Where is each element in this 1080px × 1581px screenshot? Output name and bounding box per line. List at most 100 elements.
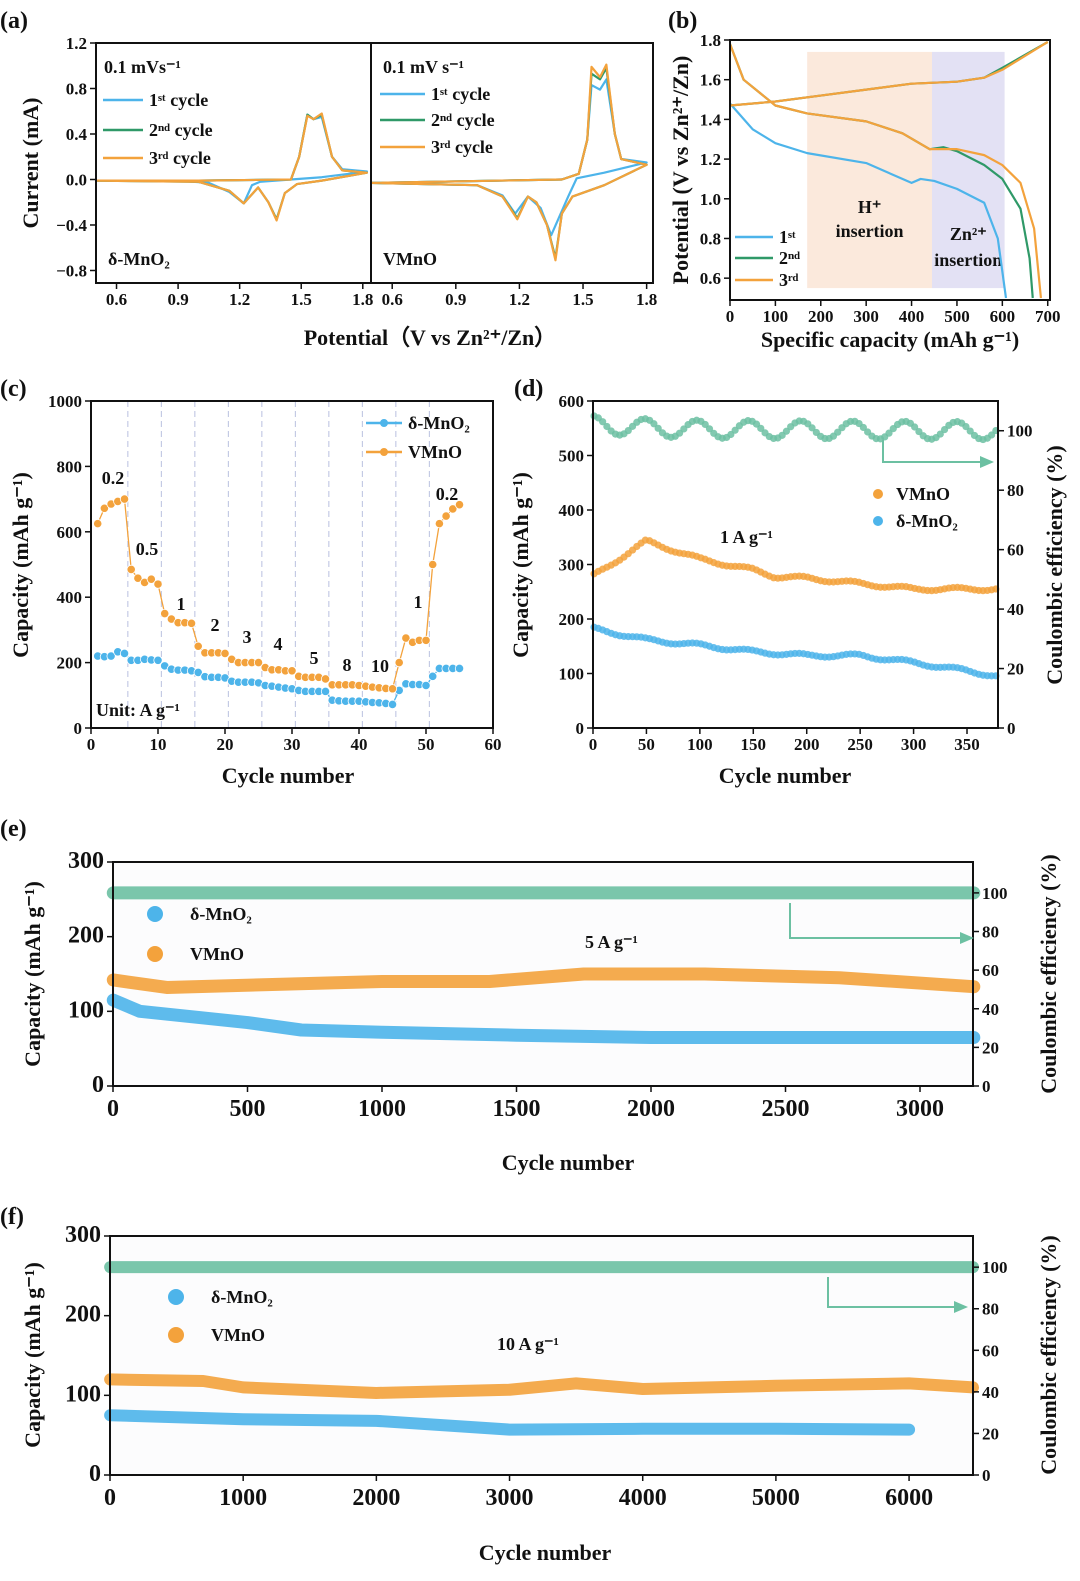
x-tick-label: 200 xyxy=(794,735,820,754)
data-point xyxy=(428,559,438,570)
x-tick-label: 50 xyxy=(418,735,435,754)
chart-panel-5: 0 500 1000 1500 2000 2500 30000100200300020406… xyxy=(0,816,1061,1175)
x-axis-label: Potential（V vs Zn²⁺/Zn） xyxy=(304,325,557,350)
rate-label: 2 xyxy=(211,615,220,635)
annotation: 5 A g⁻¹ xyxy=(585,932,638,952)
y-axis-label: Capacity (mAh g⁻¹) xyxy=(20,1262,45,1448)
data-point xyxy=(106,651,116,661)
chart-panel-0: 0.6 0.9 1.2 1.5 1.8 −0.8 −0.4 0.0 0.4 0.8 1.2 (a) Po… xyxy=(0,8,556,350)
data-point xyxy=(731,426,739,434)
y-tick-label: 0 xyxy=(89,1461,101,1487)
panel-label: (a) xyxy=(0,8,28,34)
legend-label: 3ʳᵈ cycle xyxy=(149,148,211,168)
legend-label: VMnO xyxy=(408,442,462,462)
y-tick-label: 0.0 xyxy=(66,170,87,189)
rate-label: 3 xyxy=(243,627,252,647)
y-tick-label: 1000 xyxy=(48,392,82,411)
legend-label: 3ʳᵈ cycle xyxy=(431,137,493,157)
x-tick-label: 200 xyxy=(808,307,834,326)
panel-label: (e) xyxy=(0,816,27,842)
y-axis-label: Capacity (mAh g⁻¹) xyxy=(20,881,45,1067)
arrow-head-icon xyxy=(960,932,974,944)
x-axis-label: Cycle number xyxy=(222,763,355,788)
x-tick-label: 250 xyxy=(847,735,873,754)
x-tick-label: 1000 xyxy=(358,1096,406,1122)
data-point xyxy=(253,657,264,668)
x-tick-label: 100 xyxy=(687,735,713,754)
annotation: 0.1 mVs⁻¹ xyxy=(104,57,181,77)
y2-axis-label: Coulombic efficiency (%) xyxy=(1036,854,1061,1094)
legend-item: VMnO xyxy=(873,484,950,504)
legend-label: 2ⁿᵈ cycle xyxy=(149,120,213,140)
x-axis-label: Cycle number xyxy=(502,1150,635,1175)
data-point xyxy=(599,418,607,426)
legend-item: 2ⁿᵈ xyxy=(735,248,800,268)
legend-label: 2ⁿᵈ cycle xyxy=(431,110,495,130)
data-point xyxy=(454,500,465,510)
x-tick-label: 3000 xyxy=(486,1485,534,1511)
series-line xyxy=(370,78,648,237)
y-tick-label: 200 xyxy=(559,610,585,629)
chart-panel-1: 0.6 0.9 1.2 1.5 1.8 1ˢᵗ cycle 2ⁿᵈ cycle 3ʳᵈ cyc… xyxy=(370,42,657,309)
data-point xyxy=(859,423,867,432)
x-tick-label: 3000 xyxy=(896,1096,944,1122)
legend-marker xyxy=(147,946,163,962)
y-tick-label: 300 xyxy=(559,556,585,575)
y-tick-label: 0 xyxy=(92,1072,104,1098)
legend-item: 2ⁿᵈ cycle xyxy=(103,120,213,140)
y-tick-label: 0.8 xyxy=(700,229,721,248)
data-point xyxy=(911,423,919,431)
data-point xyxy=(119,494,130,504)
legend-item: δ-MnO₂ xyxy=(147,904,252,924)
x-tick-label: 0 xyxy=(104,1485,116,1511)
series-line xyxy=(729,41,1049,107)
series-band xyxy=(106,993,981,1044)
x-tick-label: 40 xyxy=(351,735,368,754)
y-tick-label: −0.4 xyxy=(56,216,87,235)
y-tick-label: 1.2 xyxy=(66,34,87,53)
data-point xyxy=(454,663,465,674)
y2-tick-label: 80 xyxy=(982,1300,999,1319)
rate-label: 1 xyxy=(177,594,186,614)
data-point xyxy=(287,666,297,676)
data-point xyxy=(394,657,404,668)
region-label: H⁺ xyxy=(858,197,882,217)
chart-panel-4: 0 50 100 150 200 250 300 3500100200300400500600… xyxy=(508,376,1067,788)
data-point xyxy=(650,420,658,428)
y-tick-label: 0.8 xyxy=(66,79,87,98)
plot-frame xyxy=(370,42,654,284)
region-label: insertion xyxy=(934,250,1002,270)
x-tick-label: 50 xyxy=(638,735,655,754)
x-tick-label: 500 xyxy=(944,307,970,326)
y-tick-label: 400 xyxy=(559,501,585,520)
y-tick-label: 100 xyxy=(65,1381,101,1407)
x-tick-label: 2500 xyxy=(762,1096,810,1122)
x-tick-label: 1000 xyxy=(219,1485,267,1511)
axis-arrow xyxy=(882,440,988,463)
y-axis-label: Capacity (mAh g⁻¹) xyxy=(508,472,533,658)
series-line xyxy=(370,63,648,262)
y2-tick-label: 100 xyxy=(1007,422,1033,441)
rate-label: 0.2 xyxy=(436,484,459,504)
data-point xyxy=(320,686,331,696)
legend-marker xyxy=(147,906,163,922)
data-point xyxy=(220,648,230,659)
legend-item: δ-MnO₂ xyxy=(873,511,958,531)
x-tick-label: 4000 xyxy=(619,1485,667,1511)
y-axis-label: Capacity (mAh g⁻¹) xyxy=(8,472,33,658)
rate-label: 0.2 xyxy=(102,468,125,488)
legend-marker xyxy=(380,419,388,427)
x-tick-label: 0 xyxy=(726,307,735,326)
data-point xyxy=(160,608,170,619)
legend-item: 3ʳᵈ cycle xyxy=(380,137,493,157)
y-tick-label: 400 xyxy=(57,588,83,607)
legend-item: VMnO xyxy=(147,944,244,964)
x-tick-label: 30 xyxy=(284,735,301,754)
rate-label: 1 xyxy=(414,592,423,612)
x-tick-label: 10 xyxy=(150,735,167,754)
legend-item: δ-MnO₂ xyxy=(366,413,470,433)
legend-item: 3ʳᵈ cycle xyxy=(103,148,211,168)
y2-tick-label: 40 xyxy=(982,1383,999,1402)
legend-label: 1ˢᵗ xyxy=(779,227,796,247)
